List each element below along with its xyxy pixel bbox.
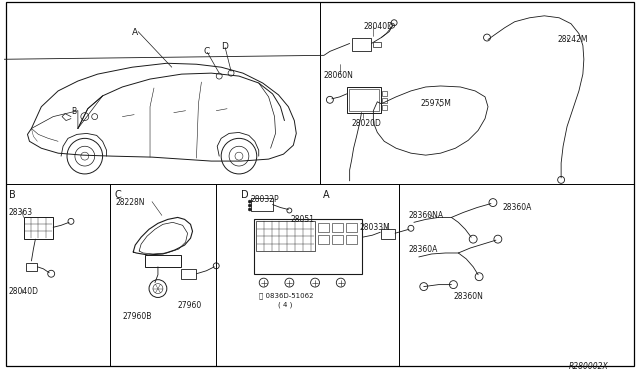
Bar xyxy=(382,105,387,110)
Bar xyxy=(347,87,381,113)
Bar xyxy=(256,221,315,251)
Text: 28360A: 28360A xyxy=(503,203,532,212)
Bar xyxy=(251,198,273,211)
Text: A: A xyxy=(132,28,138,37)
Bar xyxy=(381,229,395,239)
Text: ( 4 ): ( 4 ) xyxy=(278,301,293,308)
Text: C: C xyxy=(204,48,210,57)
Bar xyxy=(254,219,362,274)
Text: 28020D: 28020D xyxy=(351,119,381,128)
Bar xyxy=(332,223,343,232)
Text: 27960: 27960 xyxy=(178,301,202,310)
Text: B: B xyxy=(71,107,76,116)
Bar xyxy=(382,98,387,103)
Text: C: C xyxy=(115,190,121,200)
Circle shape xyxy=(248,208,252,211)
Text: 28032P: 28032P xyxy=(251,195,280,204)
Text: 28060N: 28060N xyxy=(324,71,354,80)
Text: 28360A: 28360A xyxy=(409,245,438,254)
Text: D: D xyxy=(241,190,248,200)
Text: 28360N: 28360N xyxy=(453,292,483,301)
Circle shape xyxy=(248,204,252,207)
Text: 28051: 28051 xyxy=(291,215,314,224)
Bar xyxy=(145,255,180,267)
Text: 28040D: 28040D xyxy=(364,22,394,31)
Bar xyxy=(24,217,53,239)
Circle shape xyxy=(248,200,252,203)
Text: 28228N: 28228N xyxy=(115,198,145,206)
Text: R280002X: R280002X xyxy=(569,362,609,371)
Bar xyxy=(346,223,356,232)
Text: 27960B: 27960B xyxy=(122,312,152,321)
Bar xyxy=(351,38,371,51)
Text: Ⓢ 0836D-51062: Ⓢ 0836D-51062 xyxy=(259,292,313,299)
Bar xyxy=(318,223,329,232)
Bar xyxy=(349,89,380,111)
Text: 28360NA: 28360NA xyxy=(409,211,444,221)
Text: 28242M: 28242M xyxy=(557,35,588,44)
Text: 28040D: 28040D xyxy=(9,286,38,296)
Text: 28363: 28363 xyxy=(9,208,33,217)
Text: A: A xyxy=(323,190,330,200)
Text: 28033M: 28033M xyxy=(360,223,390,232)
Bar xyxy=(180,269,196,279)
Bar xyxy=(332,235,343,244)
Text: 25975M: 25975M xyxy=(420,99,452,108)
Text: D: D xyxy=(221,42,228,51)
Bar xyxy=(26,263,37,271)
Bar xyxy=(382,91,387,96)
Bar xyxy=(373,42,381,48)
Bar xyxy=(318,235,329,244)
Bar xyxy=(346,235,356,244)
Text: B: B xyxy=(9,190,15,200)
